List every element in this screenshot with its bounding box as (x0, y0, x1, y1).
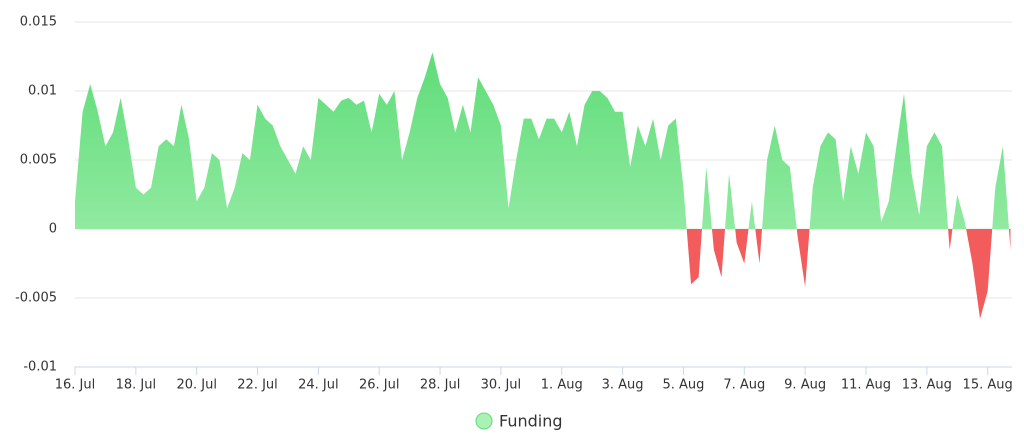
area-positive (75, 52, 1011, 229)
x-tick-label: 9. Aug (784, 378, 826, 393)
y-tick-label: 0.01 (28, 84, 57, 99)
x-tick-label: 7. Aug (723, 378, 765, 393)
x-tick-label: 20. Jul (176, 378, 217, 393)
x-tick-label: 22. Jul (237, 378, 278, 393)
x-tick-label: 30. Jul (481, 378, 522, 393)
legend-label: Funding (499, 412, 563, 431)
y-tick-label: -0.005 (15, 291, 57, 306)
x-tick-label: 26. Jul (359, 378, 400, 393)
x-tick-label: 28. Jul (420, 378, 461, 393)
x-tick-label: 15. Aug (963, 378, 1013, 393)
y-tick-label: 0.015 (20, 15, 57, 30)
x-tick-label: 5. Aug (662, 378, 704, 393)
x-tick-label: 16. Jul (55, 378, 96, 393)
x-tick-label: 18. Jul (116, 378, 157, 393)
x-tick-label: 11. Aug (841, 378, 891, 393)
x-tick-label: 24. Jul (298, 378, 339, 393)
x-tick-label: 1. Aug (541, 378, 583, 393)
x-tick-label: 13. Aug (902, 378, 952, 393)
y-tick-label: 0.005 (20, 153, 57, 168)
y-tick-label: 0 (49, 222, 57, 237)
y-tick-label: -0.01 (23, 360, 57, 375)
legend-symbol (475, 412, 493, 430)
x-tick-label: 3. Aug (602, 378, 644, 393)
